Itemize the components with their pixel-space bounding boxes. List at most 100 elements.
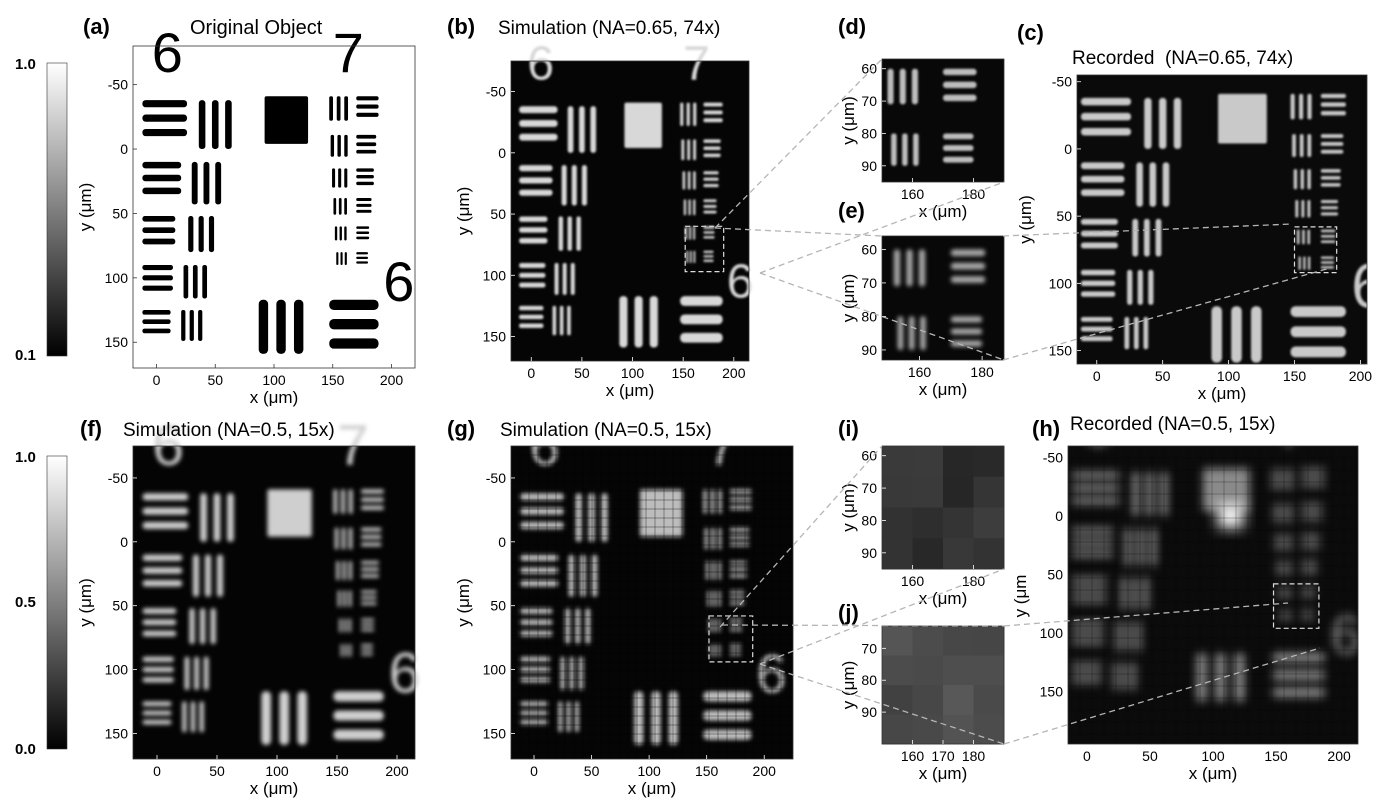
y-tick-label: 80 (861, 672, 877, 688)
target-bar (951, 11, 1004, 21)
group-number-6-right: 6 (756, 643, 786, 705)
target-bar (1288, 560, 1292, 576)
colorbar-bottom-max: 1.0 (15, 449, 36, 466)
zoom-connector-line (759, 568, 1005, 665)
target-bar (356, 134, 377, 139)
group-number-6-right: 6 (383, 250, 414, 313)
target-bar (943, 0, 983, 5)
target-bar (293, 299, 304, 354)
target-bar (693, 139, 697, 161)
y-tick-label: -50 (108, 77, 128, 93)
x-tick-label: 180 (970, 364, 994, 380)
target-bar (1071, 679, 1103, 684)
target-bar (1282, 560, 1286, 576)
axes-frame (881, 58, 1005, 183)
target-bar (188, 216, 194, 253)
target-bar (943, 27, 983, 34)
pixel (943, 538, 974, 570)
pixel (943, 507, 974, 539)
y-tick-label: 50 (112, 598, 128, 614)
target-bar (329, 96, 333, 121)
target-bar (918, 249, 926, 287)
pixel (882, 507, 913, 539)
target-bar (348, 618, 352, 633)
target-bar (1251, 306, 1262, 363)
zoom-connector-line (721, 624, 1005, 627)
target-bar (1143, 218, 1150, 257)
axes-frame (510, 445, 794, 760)
target-bar (950, 316, 983, 323)
target-pattern: 6 7 6 (489, 0, 983, 357)
target-bar (489, 279, 500, 357)
target-bar (1307, 169, 1311, 190)
y-axis-label: y (μm) (454, 187, 473, 236)
panel-g: 6 7 6 0 50 100 150 200 -50 0 50 100 150 x (μm) y (μm) (… (447, 415, 794, 798)
target-bar (1124, 527, 1132, 567)
target-bar (1272, 687, 1326, 698)
target-bar (203, 161, 210, 205)
target-bar (943, 68, 977, 76)
target-bar (1301, 590, 1316, 594)
target-bar (575, 608, 581, 645)
target-bar (729, 628, 743, 632)
target-bar (1126, 621, 1132, 652)
x-tick-label: 150 (325, 763, 349, 779)
target-bar (329, 299, 379, 311)
target-pattern: 6 7 6 (142, 21, 414, 354)
target-bar (329, 319, 379, 330)
x-tick-label: 180 (962, 186, 986, 202)
y-tick-label: 100 (483, 662, 507, 678)
x-tick-label: 200 (1327, 748, 1351, 764)
target-square (264, 96, 309, 144)
target-bar (1301, 560, 1318, 564)
target-bar (703, 110, 723, 115)
target-bar (227, 493, 234, 542)
target-bar (1080, 242, 1118, 249)
target-bar (682, 171, 686, 190)
target-bar (356, 181, 374, 186)
x-tick-label: 200 (1349, 368, 1373, 384)
target-bar (330, 134, 335, 157)
target-bar (1320, 234, 1336, 238)
target-bar (334, 527, 339, 550)
target-bar (333, 691, 384, 702)
target-bar (361, 590, 377, 594)
target-bar (562, 263, 567, 295)
group-number-6-top: 6 (1082, 396, 1113, 458)
group-number-7-top: 7 (707, 415, 737, 477)
target-bar (1320, 212, 1338, 216)
target-bar (559, 305, 564, 336)
target-bar (142, 264, 173, 271)
target-bar (1071, 630, 1105, 636)
y-tick-label: 150 (1049, 343, 1073, 359)
target-bar (729, 590, 745, 594)
target-bar (182, 701, 187, 733)
y-tick-label: 0 (498, 534, 506, 550)
target-bar (381, 404, 462, 417)
target-bar (520, 554, 559, 561)
target-bar (338, 197, 342, 215)
pixel (912, 626, 944, 656)
target-bar (1320, 134, 1344, 139)
target-bar (519, 189, 553, 196)
target-bar (361, 618, 375, 622)
target-bar (215, 161, 222, 205)
x-tick-label: 180 (962, 748, 986, 764)
target-bar (1299, 134, 1304, 157)
y-tick-label: 90 (861, 342, 877, 358)
target-bar (198, 310, 203, 341)
target-bar (361, 574, 379, 578)
target-bar (142, 507, 189, 515)
target-bar (211, 100, 219, 150)
y-tick-label: 0 (1064, 141, 1072, 157)
colorbar-top-min: 0.1 (15, 347, 36, 364)
target-bar (651, 691, 661, 745)
y-tick-label: 0 (120, 141, 128, 157)
target-bar (1080, 162, 1125, 170)
target-bar (912, 0, 919, 40)
target-bar (703, 250, 714, 253)
target-bar (142, 521, 189, 530)
target-bar (588, 493, 595, 542)
pixel (973, 538, 1005, 570)
x-tick-label: 50 (1142, 748, 1158, 764)
